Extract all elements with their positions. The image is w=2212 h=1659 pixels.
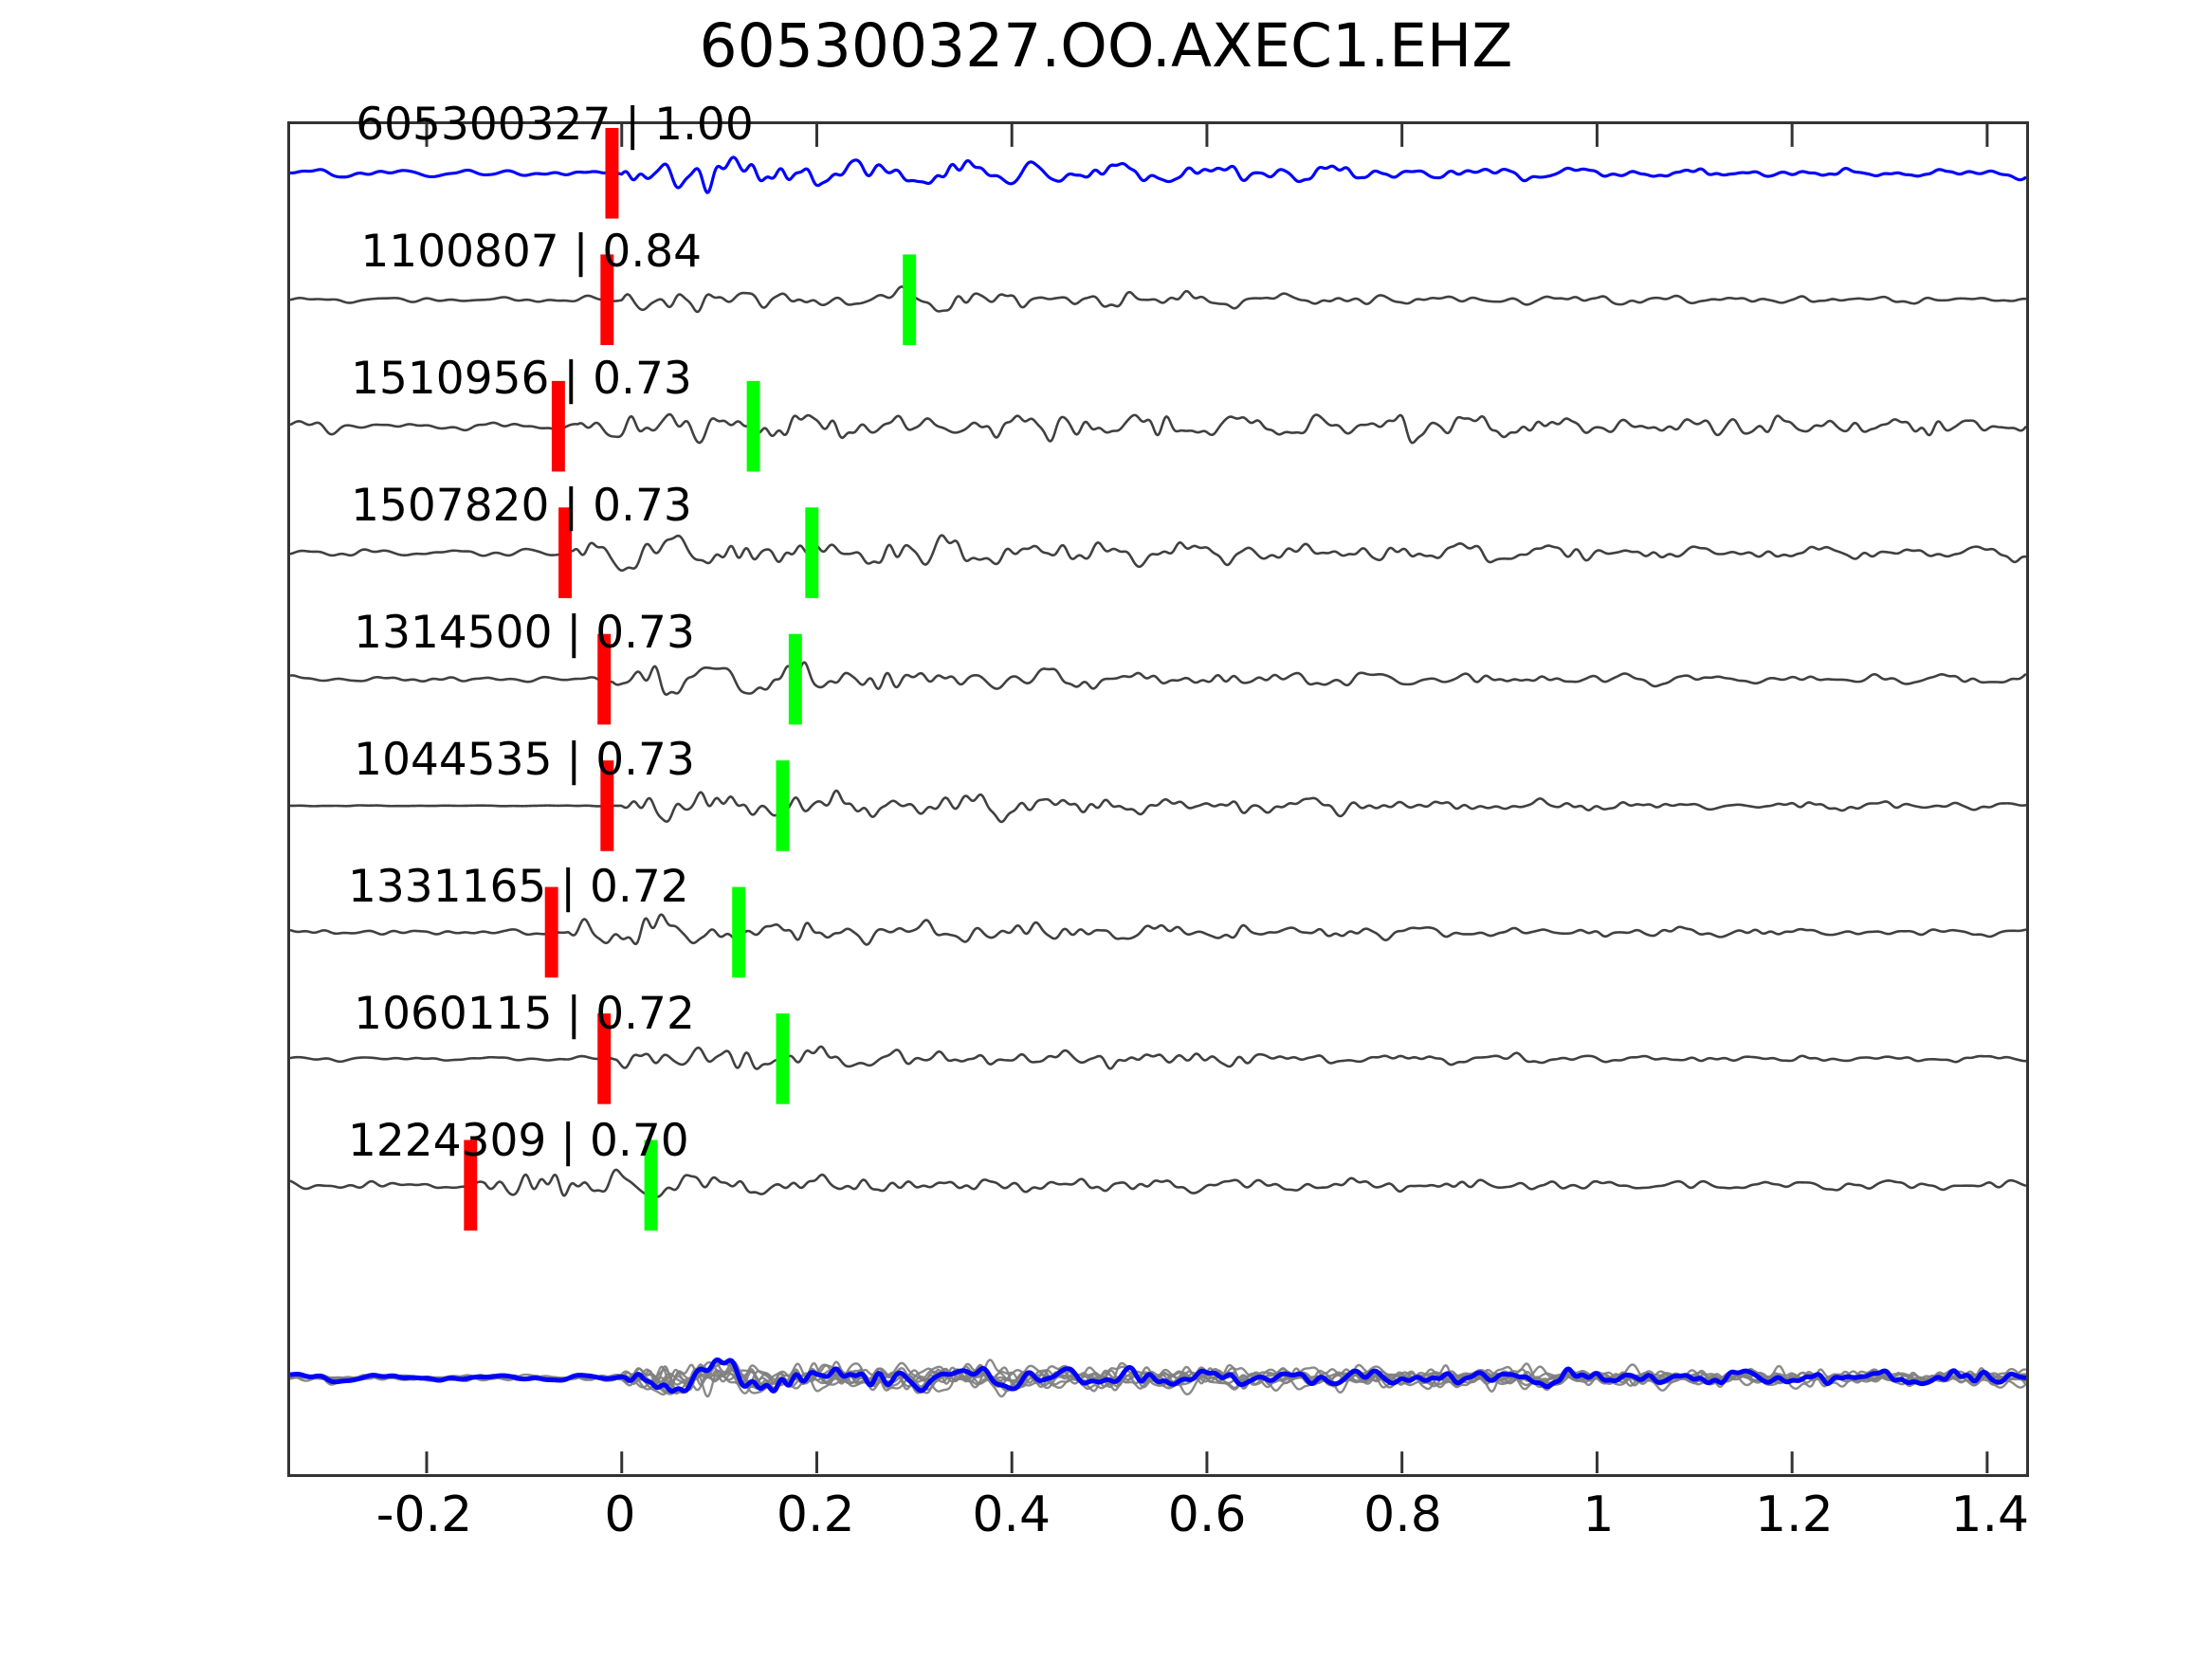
waveform-canvas <box>290 124 2026 1474</box>
x-tick-label: 1.2 <box>1754 1486 1834 1543</box>
waveform-trace <box>290 789 2026 824</box>
waveform-trace <box>290 285 2026 314</box>
trace-label-1507820: 1507820 | 0.73 <box>351 480 692 532</box>
x-tick-label: 0.4 <box>972 1486 1051 1543</box>
p-pick-marker[interactable] <box>597 1013 612 1104</box>
trace-label-1314500: 1314500 | 0.73 <box>354 607 695 659</box>
p-pick-marker[interactable] <box>600 254 614 346</box>
waveform-trace <box>290 913 2026 946</box>
p-pick-marker[interactable] <box>600 760 614 851</box>
s-pick-marker[interactable] <box>788 633 802 725</box>
trace-label-1224309: 1224309 | 0.70 <box>347 1115 689 1167</box>
waveform-trace <box>290 1045 2026 1070</box>
trace-label-1044535: 1044535 | 0.73 <box>354 734 695 786</box>
s-pick-marker[interactable] <box>776 1013 790 1104</box>
x-tick-label: -0.2 <box>375 1486 473 1543</box>
p-pick-marker[interactable] <box>605 127 619 219</box>
x-tick-label: 0.2 <box>776 1486 855 1543</box>
s-pick-marker[interactable] <box>644 1139 658 1231</box>
s-pick-marker[interactable] <box>805 507 819 598</box>
s-pick-marker[interactable] <box>732 886 746 978</box>
x-axis-tick-labels: -0.2 0 0.2 0.4 0.6 0.8 1 1.2 1.4 <box>287 1486 2029 1562</box>
x-tick-label: 1 <box>1582 1486 1615 1543</box>
trace-label-1100807: 1100807 | 0.84 <box>360 226 703 278</box>
x-tick-label: 0 <box>604 1486 636 1543</box>
trace-label-1060115: 1060115 | 0.72 <box>354 988 695 1040</box>
stack-mean-trace <box>290 1357 2026 1395</box>
trace-label-1510956: 1510956 | 0.73 <box>351 353 692 405</box>
trace-label-605300327: 605300327 | 1.00 <box>356 99 754 151</box>
plot-area <box>287 121 2029 1477</box>
x-tick-label: 0.6 <box>1167 1486 1247 1543</box>
s-pick-marker[interactable] <box>776 760 790 851</box>
waveform-trace <box>290 661 2026 696</box>
waveform-trace <box>290 1168 2026 1198</box>
p-pick-marker[interactable] <box>558 507 573 598</box>
p-pick-marker[interactable] <box>551 380 565 472</box>
waveform-trace <box>290 534 2026 573</box>
page-title: 605300327.OO.AXEC1.EHZ <box>699 11 1513 81</box>
x-tick-label: 0.8 <box>1363 1486 1442 1543</box>
p-pick-marker[interactable] <box>464 1139 478 1231</box>
waveform-trace <box>290 412 2026 445</box>
trace-label-1331165: 1331165 | 0.72 <box>347 861 689 913</box>
p-pick-marker[interactable] <box>544 886 558 978</box>
p-pick-marker[interactable] <box>597 633 612 725</box>
waveform-trace <box>290 155 2026 194</box>
s-pick-marker[interactable] <box>903 254 917 346</box>
s-pick-marker[interactable] <box>746 380 760 472</box>
x-tick-label: 1.4 <box>1950 1486 2030 1543</box>
